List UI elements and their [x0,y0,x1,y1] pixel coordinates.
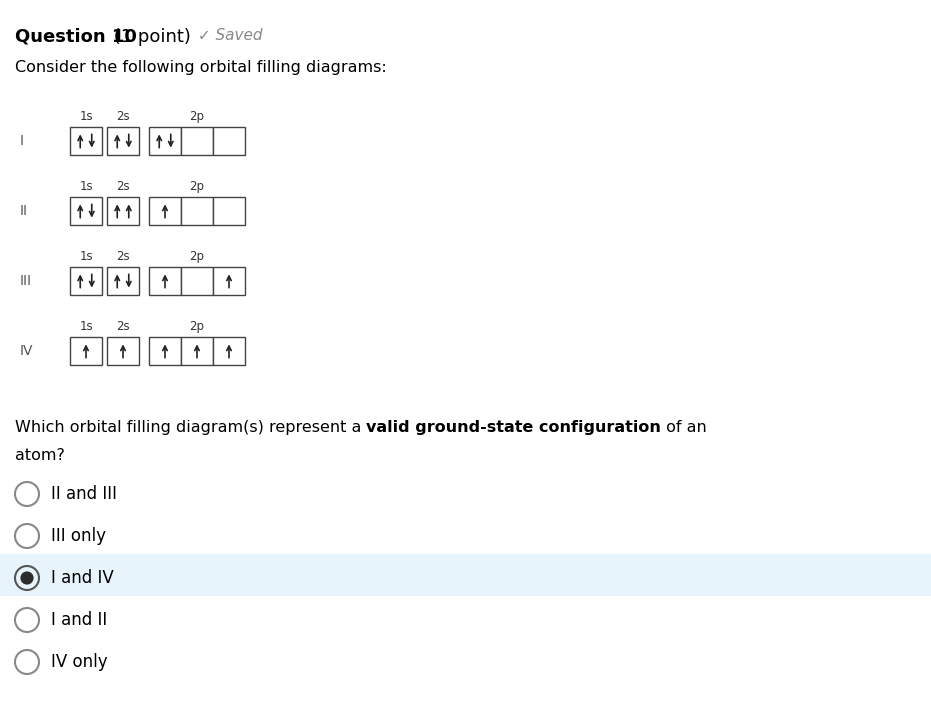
Bar [107,197,139,225]
Bar [213,197,245,225]
Text: 2p: 2p [190,320,205,333]
Text: 1s: 1s [79,320,93,333]
Text: Which orbital filling diagram(s) represent a: Which orbital filling diagram(s) represe… [15,420,367,435]
Text: 2s: 2s [116,320,129,333]
Bar [149,337,181,365]
Text: 2s: 2s [116,250,129,263]
Text: 2s: 2s [116,180,129,193]
Bar [107,337,139,365]
Text: atom?: atom? [15,448,65,463]
Text: 2p: 2p [190,180,205,193]
Bar [181,197,213,225]
Bar [107,267,139,295]
Text: IV only: IV only [51,653,108,671]
Text: III: III [20,274,32,288]
Bar [70,337,102,365]
Bar [70,197,102,225]
Text: I: I [20,134,24,148]
Text: Question 10: Question 10 [15,28,137,46]
Text: 2s: 2s [116,110,129,123]
Text: I and II: I and II [51,611,107,629]
Text: (1 point): (1 point) [108,28,191,46]
Bar [181,127,213,155]
Bar [107,127,139,155]
Circle shape [20,571,34,585]
Bar [149,267,181,295]
Bar [149,127,181,155]
Text: 1s: 1s [79,180,93,193]
Bar [70,267,102,295]
Text: Consider the following orbital filling diagrams:: Consider the following orbital filling d… [15,60,386,75]
Text: I and IV: I and IV [51,569,114,587]
Text: 1s: 1s [79,250,93,263]
Bar [181,267,213,295]
Text: 2p: 2p [190,250,205,263]
Bar [0,554,931,596]
Text: ✓ Saved: ✓ Saved [193,28,263,43]
Text: II: II [20,204,28,218]
Bar [181,337,213,365]
Bar [213,267,245,295]
Bar [213,127,245,155]
Text: IV: IV [20,344,34,358]
Text: 2p: 2p [190,110,205,123]
Text: 1s: 1s [79,110,93,123]
Bar [213,337,245,365]
Bar [70,127,102,155]
Text: II and III: II and III [51,485,117,503]
Text: III only: III only [51,527,106,545]
Text: valid ground-state configuration: valid ground-state configuration [367,420,661,435]
Text: of an: of an [661,420,708,435]
Bar [149,197,181,225]
